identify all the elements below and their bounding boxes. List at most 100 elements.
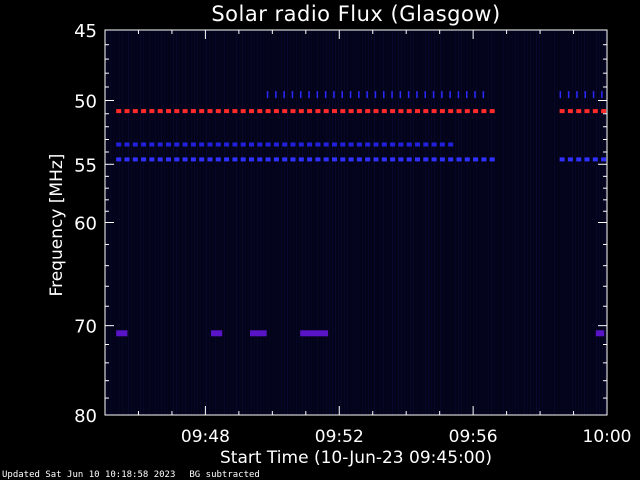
noise-streak xyxy=(140,30,141,415)
band-segment xyxy=(224,142,230,147)
band-segment xyxy=(249,109,254,114)
noise-streak xyxy=(173,30,174,415)
band-segment xyxy=(381,142,387,147)
band-segment xyxy=(124,142,130,147)
noise-streak xyxy=(545,30,546,415)
band-tick xyxy=(441,91,443,99)
band-segment xyxy=(332,109,337,114)
noise-streak xyxy=(269,30,270,415)
noise-streak xyxy=(293,30,294,415)
band-segment xyxy=(265,157,271,162)
x-tick-label: 10:00 xyxy=(583,427,632,447)
noise-streak xyxy=(413,30,414,415)
band-segment xyxy=(157,109,163,114)
noise-streak xyxy=(323,30,324,415)
noise-streak xyxy=(194,30,195,415)
noise-streak xyxy=(359,30,360,415)
band-segment xyxy=(157,142,163,147)
noise-streak xyxy=(434,30,435,415)
noise-streak xyxy=(335,30,336,415)
noise-streak xyxy=(209,30,210,415)
band-segment xyxy=(431,157,437,162)
band-tick xyxy=(576,91,578,99)
band-segment xyxy=(332,157,337,162)
band-segment xyxy=(307,142,313,147)
band-segment xyxy=(207,142,213,147)
noise-streak xyxy=(197,30,198,415)
noise-streak xyxy=(296,30,297,415)
band-segment xyxy=(282,157,288,162)
band-segment xyxy=(456,109,462,114)
noise-streak xyxy=(416,30,417,415)
band-segment xyxy=(448,157,454,162)
band-segment xyxy=(116,157,122,162)
y-tick-label: 55 xyxy=(74,155,97,176)
noise-streak xyxy=(257,30,258,415)
band-tick xyxy=(567,91,570,99)
band-segment xyxy=(232,109,238,114)
noise-streak xyxy=(347,30,348,415)
band-segment xyxy=(567,157,573,162)
noise-streak xyxy=(224,30,225,415)
band-segment xyxy=(257,142,263,147)
band-segment xyxy=(332,142,337,147)
band-tick xyxy=(424,91,426,99)
noise-streak xyxy=(566,30,567,415)
band-segment xyxy=(116,109,122,114)
band-segment xyxy=(199,142,205,147)
band-segment xyxy=(448,142,454,147)
noise-streak xyxy=(452,30,453,415)
noise-streak xyxy=(218,30,219,415)
band-segment xyxy=(257,109,263,114)
noise-streak xyxy=(542,30,543,415)
band-segment xyxy=(431,142,437,147)
noise-streak xyxy=(134,30,135,415)
band-tick xyxy=(324,91,327,99)
noise-streak xyxy=(506,30,507,415)
noise-streak xyxy=(386,30,387,415)
band-tick xyxy=(584,91,586,99)
noise-streak xyxy=(260,30,261,415)
footer: Updated Sat Jun 10 10:18:58 2023 BG subtr… xyxy=(2,470,274,480)
y-tick-label: 80 xyxy=(74,406,97,427)
noise-streak xyxy=(233,30,234,415)
band-segment xyxy=(489,157,495,162)
band-segment xyxy=(340,142,346,147)
noise-streak xyxy=(374,30,375,415)
noise-streak xyxy=(581,30,582,415)
band-segment xyxy=(390,109,396,114)
noise-streak xyxy=(149,30,150,415)
band-block xyxy=(300,330,329,337)
noise-streak xyxy=(521,30,522,415)
band-tick xyxy=(482,91,485,99)
noise-streak xyxy=(116,30,117,415)
band-tick xyxy=(266,91,269,99)
noise-streak xyxy=(482,30,483,415)
noise-streak xyxy=(572,30,573,415)
noise-streak xyxy=(389,30,390,415)
noise-streak xyxy=(569,30,570,415)
band-tick xyxy=(391,91,393,99)
noise-streak xyxy=(479,30,480,415)
noise-streak xyxy=(437,30,438,415)
noise-streak xyxy=(380,30,381,415)
band-segment xyxy=(365,157,371,162)
noise-streak xyxy=(560,30,561,415)
band-segment xyxy=(473,109,479,114)
noise-streak xyxy=(593,30,594,415)
noise-streak xyxy=(401,30,402,415)
noise-streak xyxy=(383,30,384,415)
band-segment xyxy=(365,109,371,114)
noise-streak xyxy=(398,30,399,415)
band-segment xyxy=(323,157,329,162)
noise-streak xyxy=(548,30,549,415)
band-segment xyxy=(423,142,429,147)
noise-streak xyxy=(311,30,312,415)
noise-streak xyxy=(203,30,204,415)
band-segment xyxy=(215,109,221,114)
band-segment xyxy=(584,157,590,162)
noise-streak xyxy=(461,30,462,415)
noise-streak xyxy=(278,30,279,415)
noise-streak xyxy=(275,30,276,415)
